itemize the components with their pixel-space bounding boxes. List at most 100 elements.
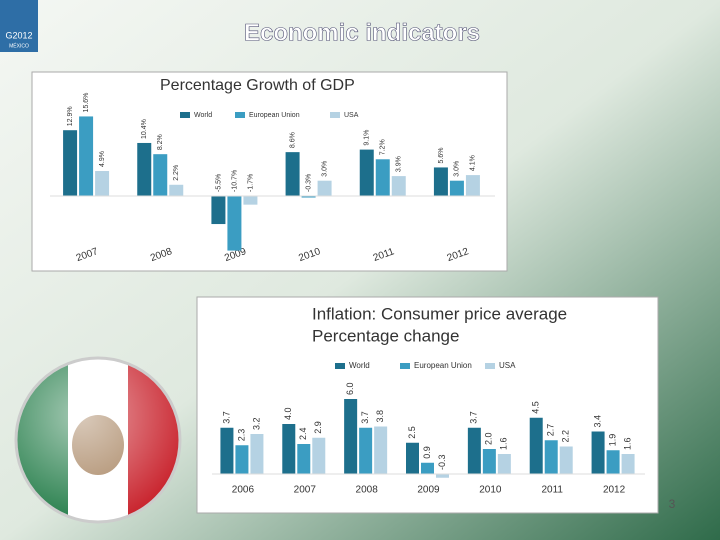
bar [544, 440, 558, 474]
legend-swatch [235, 112, 245, 118]
data-label: 3.7 [221, 411, 231, 424]
bar [169, 184, 184, 196]
bar [391, 176, 406, 196]
logo-subtext: MÉXICO [9, 42, 29, 49]
bar [482, 449, 496, 474]
bar [79, 116, 94, 196]
bar [282, 424, 296, 474]
bar [153, 154, 168, 196]
chart-title: Percentage Growth of GDP [160, 77, 355, 94]
bar [436, 474, 449, 478]
data-label: 3.8 [375, 410, 385, 423]
data-label: 9.1% [364, 130, 371, 146]
data-label: -5.5% [215, 174, 222, 192]
data-label: 8.6% [289, 132, 296, 148]
page-number: 3 [669, 497, 676, 511]
bar [243, 196, 258, 205]
data-label: 3.7 [469, 411, 479, 424]
bar [95, 171, 110, 196]
bar [467, 427, 481, 474]
x-tick-label: 2010 [479, 485, 502, 496]
chart-panel [31, 71, 508, 272]
data-label: 8.2% [157, 134, 164, 150]
x-tick-label: 2012 [603, 485, 626, 496]
legend-swatch [335, 363, 345, 369]
data-label: 1.6 [499, 437, 509, 450]
data-label: 12.9% [67, 106, 74, 126]
data-label: -0.3% [305, 174, 312, 192]
data-label: 7.2% [380, 139, 387, 155]
data-label: 2.7 [546, 424, 556, 437]
slide-title: Economic indicators [244, 19, 480, 46]
bar [559, 446, 573, 474]
bar [250, 434, 264, 474]
data-label: 3.0% [454, 161, 461, 177]
bar [297, 444, 311, 474]
x-tick-label: 2009 [417, 485, 440, 496]
legend-label: USA [344, 112, 359, 119]
chart-panel [196, 296, 659, 514]
data-label: 1.9 [607, 434, 617, 447]
bar [220, 427, 234, 474]
data-label: -0.3 [437, 454, 447, 470]
bar [317, 180, 332, 196]
data-label: 3.2 [251, 417, 261, 430]
x-tick-label: 2008 [356, 485, 379, 496]
data-label: 4.1% [470, 155, 477, 171]
data-label: 2.9 [313, 421, 323, 434]
bar [359, 427, 373, 474]
bar [621, 454, 635, 474]
legend-label: European Union [414, 361, 472, 370]
bar [137, 142, 152, 196]
bar [285, 152, 300, 196]
data-label: 2.5 [407, 426, 417, 439]
data-label: 3.7 [360, 411, 370, 424]
legend-swatch [485, 363, 495, 369]
data-label: -1.7% [247, 174, 254, 192]
legend-label: USA [499, 361, 516, 370]
data-label: 2.2 [561, 430, 571, 443]
data-label: 2.0 [484, 432, 494, 445]
data-label: 2.3 [236, 429, 246, 442]
bar [344, 399, 358, 474]
data-label: 2.4 [298, 427, 308, 440]
data-label: 2.2% [173, 165, 180, 181]
data-label: 4.0 [283, 407, 293, 420]
data-label: 5.6% [438, 147, 445, 163]
legend-swatch [400, 363, 410, 369]
bar [421, 462, 434, 474]
bar [301, 196, 316, 198]
legend-label: European Union [249, 112, 300, 119]
bar [227, 196, 242, 251]
flag-rim [14, 356, 182, 524]
data-label: 4.5 [531, 401, 541, 414]
data-label: 6.0 [345, 382, 355, 395]
data-label: 0.9 [422, 446, 432, 459]
bar [63, 130, 78, 196]
data-label: 4.9% [99, 151, 106, 167]
chart-title: Inflation: Consumer price average [312, 304, 567, 323]
data-label: 10.4% [141, 119, 148, 139]
logo-text: G2012 [5, 30, 32, 40]
legend-label: World [194, 112, 212, 119]
data-label: 15.6% [83, 93, 90, 113]
bar [529, 417, 543, 474]
data-label: 3.4 [592, 415, 602, 428]
chart-subtitle: Percentage change [312, 326, 459, 345]
bar [449, 180, 464, 196]
bar [465, 175, 480, 196]
bar [374, 426, 388, 474]
bar [211, 196, 226, 225]
x-tick-label: 2006 [232, 485, 255, 496]
bar [312, 437, 326, 474]
data-label: 3.0% [321, 161, 328, 177]
legend-swatch [330, 112, 340, 118]
legend-swatch [180, 112, 190, 118]
logo-box [0, 0, 38, 52]
bar [235, 445, 249, 474]
x-tick-label: 2007 [294, 485, 317, 496]
bar [375, 159, 390, 196]
bar [497, 454, 511, 474]
bar [359, 149, 374, 196]
